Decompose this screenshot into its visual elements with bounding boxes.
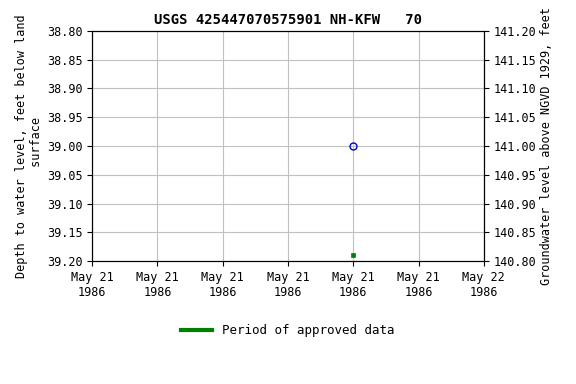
Y-axis label: Depth to water level, feet below land
 surface: Depth to water level, feet below land su… <box>14 14 43 278</box>
Title: USGS 425447070575901 NH-KFW   70: USGS 425447070575901 NH-KFW 70 <box>154 13 422 27</box>
Legend: Period of approved data: Period of approved data <box>176 319 400 343</box>
Y-axis label: Groundwater level above NGVD 1929, feet: Groundwater level above NGVD 1929, feet <box>540 7 554 285</box>
